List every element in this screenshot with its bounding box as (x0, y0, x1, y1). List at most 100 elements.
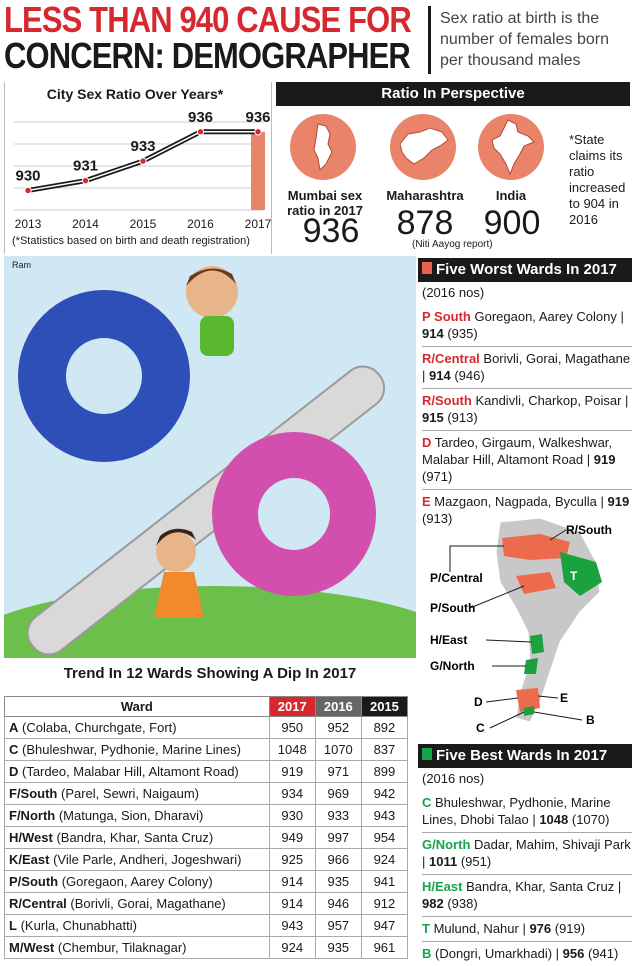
data-point (254, 128, 262, 136)
data-point (196, 128, 205, 136)
data-point (139, 157, 147, 165)
list-item: B (Dongri, Umarkhadi) | 956 (941) (422, 946, 619, 961)
value-cell-2017: 934 (268, 782, 316, 805)
ward-name-cell: P/South (Goregaon, Aarey Colony) (4, 870, 270, 893)
value-cell-2015: 912 (360, 892, 409, 915)
india-value: 900 (483, 204, 541, 242)
table-row: L (Kurla, Chunabhatti) 943 957 947 (4, 914, 409, 937)
city-sex-ratio-chart: 930 2013 931 2014 933 2015 936 2016 936 2017 (14, 109, 272, 231)
header-2015: 2015 (360, 696, 409, 717)
x-tick-label: 2017 (245, 217, 272, 231)
worst-wards-title: Five Worst Wards In 2017 (418, 258, 632, 282)
map-label-e: E (560, 691, 568, 705)
value-cell-2015: 943 (360, 804, 409, 827)
table-row: A (Colaba, Churchgate, Fort) 950 952 892 (4, 716, 409, 739)
mumbai-caption: Mumbai sex ratio in 2017 (287, 188, 363, 218)
data-label: 931 (73, 158, 98, 175)
mumbai-map-icon (290, 114, 356, 180)
value-cell-2017: 924 (268, 936, 316, 959)
ward-name-cell: R/Central (Borivli, Gorai, Magathane) (4, 892, 270, 915)
subhead: Sex ratio at birth is the number of fema… (440, 10, 609, 69)
maharashtra-caption: Maharashtra (386, 188, 464, 203)
headline-line-2: CONCERN: DEMOGRAPHER (4, 35, 411, 76)
trend-table-title: Trend In 12 Wards Showing A Dip In 2017 (63, 665, 357, 682)
data-point (24, 186, 32, 195)
data-label: 930 (15, 167, 40, 184)
value-cell-2016: 935 (314, 936, 362, 959)
niti-aayog-source: (Niti Aayog report) (412, 239, 493, 250)
city-chart-frame (4, 82, 272, 254)
value-cell-2016: 952 (314, 716, 362, 739)
city-chart-title: City Sex Ratio Over Years* (46, 86, 224, 102)
table-row: F/North (Matunga, Sion, Dharavi) 930 933 94… (4, 804, 409, 827)
value-cell-2015: 947 (360, 914, 409, 937)
ward-name-cell: F/North (Matunga, Sion, Dharavi) (4, 804, 270, 827)
value-cell-2015: 892 (360, 716, 409, 739)
list-item: E Mazgaon, Nagpada, Byculla | 919 (913) (422, 494, 630, 526)
ward-name-cell: H/West (Bandra, Khar, Santa Cruz) (4, 826, 270, 849)
value-cell-2017: 914 (268, 870, 316, 893)
value-cell-2015: 941 (360, 870, 409, 893)
ward-name-cell: M/West (Chembur, Tilaknagar) (4, 936, 270, 959)
table-row: P/South (Goregaon, Aarey Colony) 914 935 94… (4, 870, 409, 893)
list-item: R/South Kandivli, Charkop, Poisar | 915 … (422, 389, 632, 431)
headline: LESS THAN 940 CAUSE FOR CONCERN: DEMOGRA… (4, 0, 412, 76)
map-label-p-south: P/South (430, 601, 475, 615)
map-label-h-east: H/East (430, 633, 467, 647)
list-item: R/Central Borivli, Gorai, Magathane | 91… (422, 347, 632, 389)
map-label-r-south: R/South (566, 523, 612, 537)
best-wards-list: (2016 nos) C Bhuleshwar, Pydhonie, Marin… (422, 768, 632, 966)
map-label-d: D (474, 695, 483, 709)
map-label-g-north: G/North (430, 659, 475, 673)
value-cell-2016: 935 (314, 870, 362, 893)
headline-line-1: LESS THAN 940 CAUSE FOR (4, 0, 412, 40)
list-item: P South Goregaon, Aarey Colony | 914 (93… (422, 305, 632, 347)
city-chart-footnote: (*Statistics based on birth and death re… (12, 235, 250, 247)
header-2016: 2016 (314, 696, 362, 717)
value-cell-2016: 933 (314, 804, 362, 827)
value-cell-2017: 943 (268, 914, 316, 937)
worst-wards-list: (2016 nos) P South Goregaon, Aarey Colon… (422, 282, 632, 531)
worst-legend-swatch (422, 262, 432, 274)
trend-table: Ward 2017 2016 2015 A (Colaba, Churchgat… (4, 696, 409, 959)
data-label: 936 (245, 109, 270, 126)
ward-name-cell: C (Bhuleshwar, Pydhonie, Marine Lines) (4, 738, 270, 761)
ward-name-cell: A (Colaba, Churchgate, Fort) (4, 716, 270, 739)
x-tick-label: 2015 (130, 217, 157, 231)
list-item: T Mulund, Nahur | 976 (919) (422, 917, 632, 942)
data-label: 936 (188, 109, 213, 126)
value-cell-2017: 919 (268, 760, 316, 783)
table-header-row: Ward 2017 2016 2015 (4, 696, 409, 717)
table-row: C (Bhuleshwar, Pydhonie, Marine Lines) 10… (4, 738, 409, 761)
value-cell-2017: 925 (268, 848, 316, 871)
mumbai-value: 936 (302, 212, 360, 250)
value-cell-2016: 1070 (314, 738, 362, 761)
mumbai-ward-map: T R/South P/Central P/South H/East G/Nor… (430, 517, 612, 735)
data-point (81, 176, 90, 185)
ward-name-cell: F/South (Parel, Sewri, Naigaum) (4, 782, 270, 805)
value-cell-2015: 961 (360, 936, 409, 959)
table-row: F/South (Parel, Sewri, Naigaum) 934 969 942 (4, 782, 409, 805)
best-nos-note: (2016 nos) (422, 771, 485, 786)
table-row: M/West (Chembur, Tilaknagar) 924 935 961 (4, 936, 409, 959)
value-cell-2016: 971 (314, 760, 362, 783)
table-row: R/Central (Borivli, Gorai, Magathane) 914… (4, 892, 409, 915)
ward-name-cell: L (Kurla, Chunabhatti) (4, 914, 270, 937)
table-row: K/East (Vile Parle, Andheri, Jogeshwari)… (4, 848, 409, 871)
state-note: *State claims its ratio increased to 904… (569, 132, 626, 227)
table-row: H/West (Bandra, Khar, Santa Cruz) 949 997 9… (4, 826, 409, 849)
list-item: C Bhuleshwar, Pydhonie, Marine Lines, Dh… (422, 791, 632, 833)
list-item: H/East Bandra, Khar, Santa Cruz | 982 (9… (422, 875, 632, 917)
value-cell-2016: 966 (314, 848, 362, 871)
best-wards-title-text: Five Best Wards In 2017 (436, 747, 608, 764)
maharashtra-value: 878 (396, 204, 454, 242)
map-label-c: C (476, 721, 485, 735)
best-legend-swatch (422, 748, 432, 760)
value-cell-2017: 950 (268, 716, 316, 739)
map-label-b: B (586, 713, 595, 727)
x-tick-label: 2016 (187, 217, 214, 231)
value-cell-2017: 930 (268, 804, 316, 827)
value-cell-2017: 1048 (268, 738, 316, 761)
data-label: 933 (130, 138, 155, 155)
x-tick-label: 2014 (72, 217, 99, 231)
